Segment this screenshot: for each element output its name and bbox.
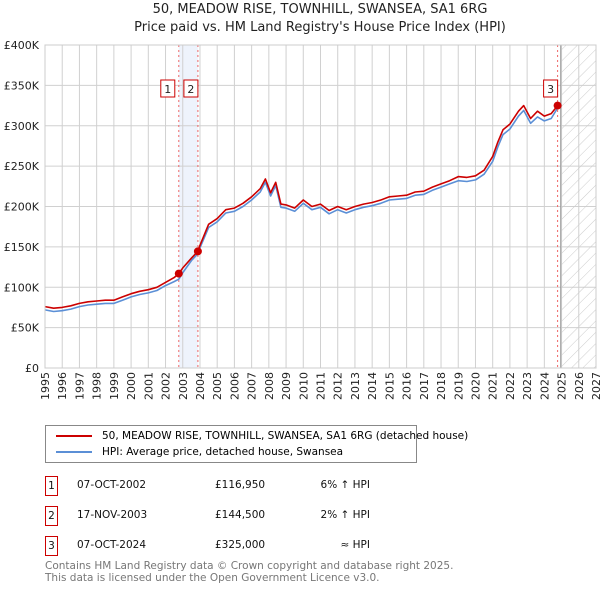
property-price-line [44, 104, 559, 309]
sale-label: 1 [164, 83, 171, 96]
x-tick-label: 2001 [142, 372, 155, 400]
sale-label-box [160, 79, 176, 98]
x-tick-label: 2010 [297, 372, 310, 400]
x-tick-label: 2027 [590, 372, 600, 400]
x-tick-label: 2022 [504, 372, 517, 400]
x-tick-label: 2025 [556, 372, 569, 400]
x-tick-label: 2014 [366, 372, 379, 400]
sale-row: 3 07-OCT-2024 £325,000 ≈ HPI [45, 536, 445, 556]
sale-hpi-diff: ≈ HPI [340, 539, 370, 551]
legend-item-property: 50, MEADOW RISE, TOWNHILL, SWANSEA, SA1 … [56, 430, 468, 442]
x-tick-label: 2008 [263, 372, 276, 400]
y-tick-label: £250K [4, 160, 40, 173]
sale-date: 17-NOV-2003 [77, 509, 148, 521]
x-tick-label: 2003 [177, 372, 190, 400]
x-tick-label: 1995 [39, 372, 52, 400]
sale-label: 3 [547, 83, 554, 96]
sale-date: 07-OCT-2002 [77, 479, 146, 491]
x-tick-label: 2024 [538, 372, 551, 400]
x-tick-label: 2020 [469, 372, 482, 400]
x-tick-label: 2006 [228, 372, 241, 400]
x-tick-label: 2012 [332, 372, 345, 400]
legend-label: 50, MEADOW RISE, TOWNHILL, SWANSEA, SA1 … [102, 430, 469, 442]
legend: 50, MEADOW RISE, TOWNHILL, SWANSEA, SA1 … [45, 425, 468, 463]
sale-marker-box: 3 [45, 536, 58, 556]
y-tick-label: £200K [4, 201, 40, 214]
sale-row: 2 17-NOV-2003 £144,500 2% ↑ HPI [45, 506, 445, 526]
x-tick-label: 2015 [383, 372, 396, 400]
sale-point [174, 269, 183, 278]
footer-line: This data is licensed under the Open Gov… [45, 572, 380, 584]
y-tick-label: £50K [11, 322, 40, 335]
footer: Contains HM Land Registry data © Crown c… [45, 560, 453, 584]
y-tick-label: £100K [4, 281, 40, 294]
sale-label-box [543, 79, 559, 98]
sale-hpi-diff: 2% ↑ HPI [320, 509, 370, 521]
x-tick-label: 1996 [56, 372, 69, 400]
x-tick-label: 2017 [418, 372, 431, 400]
legend-label: HPI: Average price, detached house, Swan… [102, 446, 344, 458]
legend-item-hpi: HPI: Average price, detached house, Swan… [56, 446, 343, 458]
x-tick-label: 2004 [194, 372, 207, 400]
sale-price: £325,000 [215, 539, 266, 551]
x-tick-label: 1998 [91, 372, 104, 400]
forecast-hatch [560, 45, 596, 368]
sale-price: £116,950 [215, 479, 266, 491]
x-tick-label: 2009 [280, 372, 293, 400]
x-tick-label: 2018 [435, 372, 448, 400]
sale-point [553, 101, 562, 110]
chart-subtitle: Price paid vs. HM Land Registry's House … [134, 20, 506, 35]
sale-row: 1 07-OCT-2002 £116,950 6% ↑ HPI [45, 476, 445, 496]
x-tick-label: 2002 [160, 372, 173, 400]
x-tick-label: 2005 [211, 372, 224, 400]
x-tick-label: 2021 [487, 372, 500, 400]
sale-label: 2 [187, 83, 194, 96]
y-tick-label: £150K [4, 241, 40, 254]
hpi-line [44, 107, 559, 313]
sale-price: £144,500 [215, 509, 266, 521]
sale-label-box [183, 79, 199, 98]
sale-marker-box: 1 [45, 476, 58, 496]
plot-frame [44, 44, 597, 369]
y-tick-label: £400K [4, 39, 40, 52]
sale-point [193, 247, 202, 256]
x-tick-label: 1997 [73, 372, 86, 400]
footer-line: Contains HM Land Registry data © Crown c… [45, 560, 454, 572]
y-tick-label: £300K [4, 120, 40, 133]
x-tick-label: 1999 [108, 372, 121, 400]
x-tick-label: 2011 [315, 372, 328, 400]
x-tick-label: 2007 [246, 372, 259, 400]
x-tick-label: 2023 [521, 372, 534, 400]
x-tick-label: 2016 [401, 372, 414, 400]
legend-swatch-red [56, 435, 92, 437]
x-tick-label: 2000 [125, 372, 138, 400]
y-tick-label: £350K [4, 79, 40, 92]
x-tick-label: 2019 [452, 372, 465, 400]
x-tick-label: 2013 [349, 372, 362, 400]
plot-area: 1995 1996 1997 1998 1999 2000 2001 2002 2003 2004… [4, 39, 600, 400]
y-tick-label: £0 [25, 362, 39, 375]
sale-hpi-diff: 6% ↑ HPI [320, 479, 370, 491]
sale-marker-box: 2 [45, 506, 58, 526]
chart-title: 50, MEADOW RISE, TOWNHILL, SWANSEA, SA1 … [152, 2, 488, 17]
sale-date: 07-OCT-2024 [77, 539, 146, 551]
x-tick-label: 2026 [573, 372, 586, 400]
legend-swatch-blue [56, 451, 92, 453]
